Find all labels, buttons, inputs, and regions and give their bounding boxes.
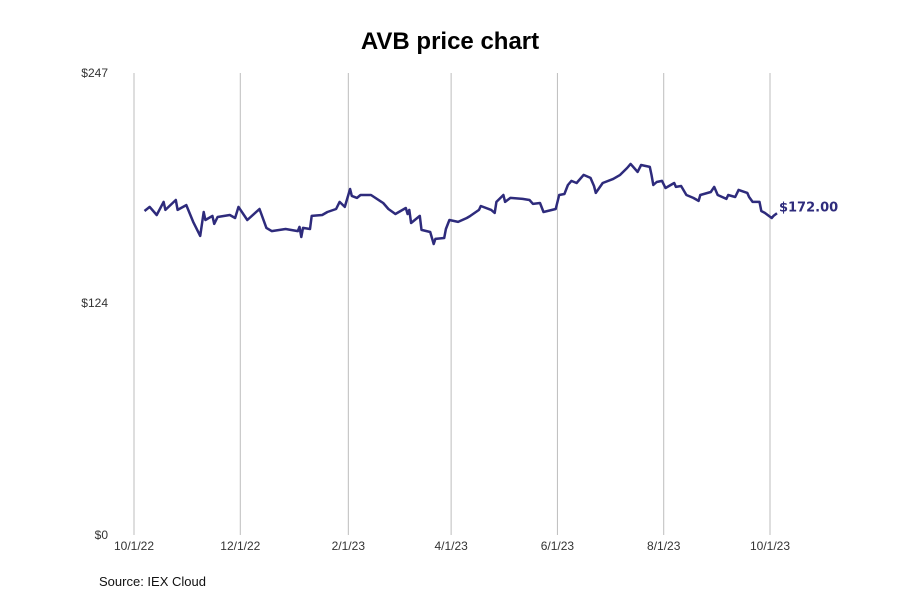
x-tick-label: 10/1/22: [114, 539, 154, 553]
y-tick-label: $124: [81, 296, 108, 310]
x-tick-label: 4/1/23: [434, 539, 468, 553]
source-note: Source: IEX Cloud: [99, 574, 206, 589]
x-tick-label: 8/1/23: [647, 539, 681, 553]
x-tick-label: 6/1/23: [541, 539, 575, 553]
y-tick-label: $247: [81, 66, 108, 80]
price-line: [143, 162, 778, 246]
x-tick-label: 12/1/22: [220, 539, 260, 553]
last-price-label: $172.00: [779, 200, 838, 215]
x-tick-label: 10/1/23: [750, 539, 790, 553]
chart-title: AVB price chart: [360, 28, 540, 55]
x-tick-label: 2/1/23: [332, 539, 366, 553]
y-tick-label: $0: [95, 528, 109, 542]
